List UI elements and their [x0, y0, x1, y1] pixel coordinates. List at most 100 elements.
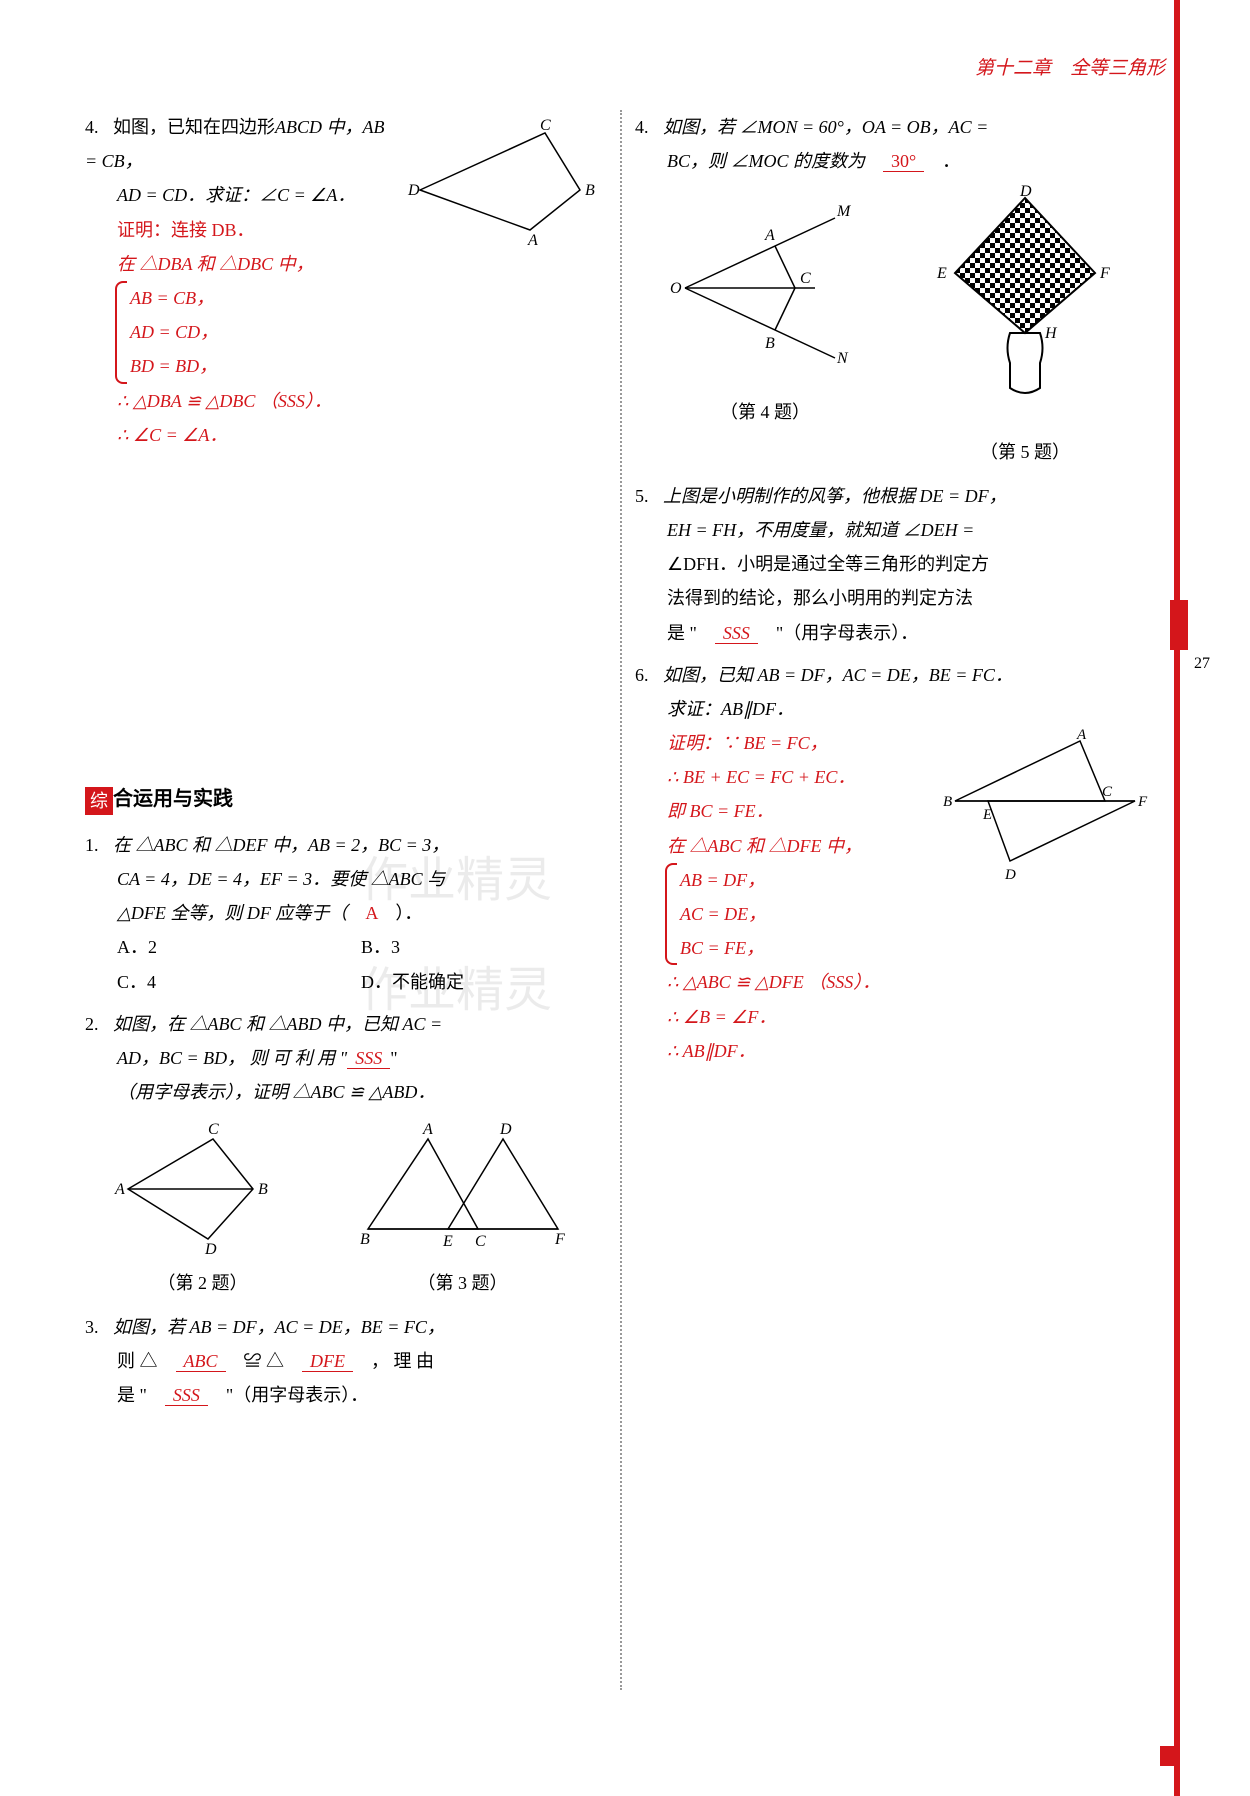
svg-text:A: A	[114, 1181, 125, 1198]
figure-caption: （第 4 题）	[665, 395, 865, 429]
svg-text:E: E	[936, 265, 947, 282]
svg-text:F: F	[1099, 265, 1110, 282]
svg-text:B: B	[765, 335, 775, 352]
problem-text: ．	[942, 151, 960, 171]
svg-text:D: D	[407, 182, 420, 199]
problem-2: 2.如图，在 △ABC 和 △ABD 中，已知 AC = AD，BC = BD，…	[85, 1007, 605, 1110]
svg-text:E: E	[442, 1233, 453, 1250]
svg-text:A: A	[422, 1121, 433, 1138]
proof-line: ∴ ∠B = ∠F．	[635, 1000, 1155, 1034]
answer-blank: ABC	[176, 1351, 226, 1372]
figure-row: A C B D （第 2 题） A D B E C F	[85, 1119, 605, 1299]
svg-text:A: A	[1076, 727, 1087, 743]
problem-text: "（用字母表示）．	[776, 623, 918, 643]
problem-text: 如图，已知在四边形	[113, 117, 275, 137]
section-title: 合运用与实践	[113, 788, 233, 810]
section-header: 综合运用与实践	[85, 780, 605, 818]
svg-text:A: A	[764, 227, 775, 244]
option-d: D．不能确定	[361, 965, 605, 999]
problem-text: 在 △ABC 和 △DEF 中，AB = 2，BC = 3，	[113, 835, 449, 855]
svg-text:B: B	[585, 182, 595, 199]
answer-blank: DFE	[302, 1351, 353, 1372]
problem-text: 如图，若 AB = DF，AC = DE，BE = FC，	[113, 1317, 445, 1337]
problem-text: （用字母表示），证明 △ABC ≌ △ABD．	[85, 1075, 605, 1109]
section-badge: 综	[85, 787, 113, 815]
svg-text:D: D	[1019, 183, 1032, 200]
svg-text:F: F	[554, 1231, 565, 1248]
svg-text:D: D	[204, 1241, 217, 1258]
problem-text: 是 "	[117, 1385, 147, 1405]
problem-text: ）．	[395, 903, 422, 923]
page-border-corner	[1160, 1746, 1180, 1766]
svg-text:B: B	[360, 1231, 370, 1248]
problem-text: 如图，在 △ABC 和 △ABD 中，已知 AC =	[113, 1014, 442, 1034]
left-column: D C B A 4.如图，已知在四边形ABCD 中，AB = CB， AD = …	[70, 110, 620, 1420]
svg-text:E: E	[982, 807, 992, 823]
svg-text:A: A	[527, 232, 538, 249]
svg-text:F: F	[1137, 794, 1148, 810]
figure-quadrilateral-abcd: D C B A	[400, 115, 600, 235]
svg-text:C: C	[540, 117, 551, 134]
problem-4-right: 4.如图，若 ∠MON = 60°，OA = OB，AC = BC，则 ∠MOC…	[635, 110, 1155, 178]
brace-line: BC = FE，	[680, 931, 1155, 965]
brace-group: AB = DF， AC = DE， BC = FE，	[635, 863, 1155, 966]
proof-line: 在 △DBA 和 △DBC 中，	[85, 247, 605, 281]
page-border-right	[1174, 0, 1180, 1796]
answer-blank: SSS	[715, 623, 758, 644]
svg-text:M: M	[836, 203, 852, 220]
problem-3: 3.如图，若 AB = DF，AC = DE，BE = FC， 则 △ ABC …	[85, 1310, 605, 1413]
brace-line: BD = BD，	[130, 349, 605, 383]
svg-text:B: B	[943, 794, 952, 810]
svg-text:H: H	[1044, 325, 1058, 342]
column-divider	[620, 110, 622, 1690]
proof-line: ∴ △ABC ≌ △DFE （SSS）．	[635, 965, 1155, 999]
svg-text:D: D	[499, 1121, 512, 1138]
problem-text: ， 理 由	[371, 1351, 434, 1371]
svg-text:O: O	[670, 280, 682, 297]
problem-text: 是 "	[667, 623, 697, 643]
problem-text: ≌ △	[244, 1351, 285, 1371]
spacer	[85, 460, 605, 760]
problem-number: 4.	[85, 110, 113, 144]
answer: A	[365, 903, 377, 923]
problem-text: BC，则 ∠MOC 的度数为	[667, 151, 865, 171]
brace-line: AB = CB，	[130, 281, 605, 315]
figure-caption: （第 5 题）	[925, 435, 1125, 469]
problem-number: 3.	[85, 1310, 113, 1344]
problem-5: 5.上图是小明制作的风筝，他根据 DE = DF， EH = FH，不用度量，就…	[635, 479, 1155, 650]
svg-text:C: C	[208, 1121, 219, 1138]
problem-6: 6.如图，已知 AB = DF，AC = DE，BE = FC． 求证：AB∥D…	[635, 658, 1155, 1068]
problem-text: 法得到的结论，那么小明用的判定方法	[635, 581, 1155, 615]
problem-4-left: D C B A 4.如图，已知在四边形ABCD 中，AB = CB， AD = …	[85, 110, 605, 452]
problem-text: 如图，已知 AB = DF，AC = DE，BE = FC．	[663, 665, 1013, 685]
svg-text:B: B	[258, 1181, 268, 1198]
problem-text: "	[390, 1048, 397, 1068]
brace-icon	[665, 863, 677, 966]
problem-number: 2.	[85, 1007, 113, 1041]
svg-text:C: C	[800, 270, 811, 287]
proof-line: ∴ △DBA ≌ △DBC （SSS）．	[85, 384, 605, 418]
problem-1: 1.在 △ABC 和 △DEF 中，AB = 2，BC = 3， CA = 4，…	[85, 828, 605, 999]
chapter-header: 第十二章 全等三角形	[975, 53, 1165, 80]
option-b: B．3	[361, 930, 605, 964]
figure-problem-3: A D B E C F	[348, 1119, 578, 1249]
svg-text:C: C	[475, 1233, 486, 1250]
problem-text: AD，BC = BD， 则 可 利 用 "	[117, 1048, 347, 1068]
problem-text: "（用字母表示）．	[226, 1385, 368, 1405]
svg-text:C: C	[1102, 784, 1113, 800]
problem-number: 4.	[635, 110, 663, 144]
problem-text: △DFE 全等，则 DF 应等于（	[117, 903, 347, 923]
figure-caption: （第 3 题）	[348, 1266, 578, 1300]
brace-group: AB = CB， AD = CD， BD = BD，	[85, 281, 605, 384]
page-number: 27	[1194, 655, 1210, 673]
proof-line: ∴ AB∥DF．	[635, 1034, 1155, 1068]
problem-text: CA = 4，DE = 4，EF = 3．要使 △ABC 与	[85, 862, 605, 896]
right-column: 4.如图，若 ∠MON = 60°，OA = OB，AC = BC，则 ∠MOC…	[620, 110, 1170, 1420]
proof-line: ∴ ∠C = ∠A．	[85, 418, 605, 452]
problem-number: 6.	[635, 658, 663, 692]
problem-number: 5.	[635, 479, 663, 513]
figure-problem-4-angle: O M N A B C	[665, 188, 865, 378]
option-a: A．2	[117, 930, 361, 964]
answer-blank: SSS	[347, 1048, 390, 1069]
svg-text:N: N	[836, 350, 849, 367]
